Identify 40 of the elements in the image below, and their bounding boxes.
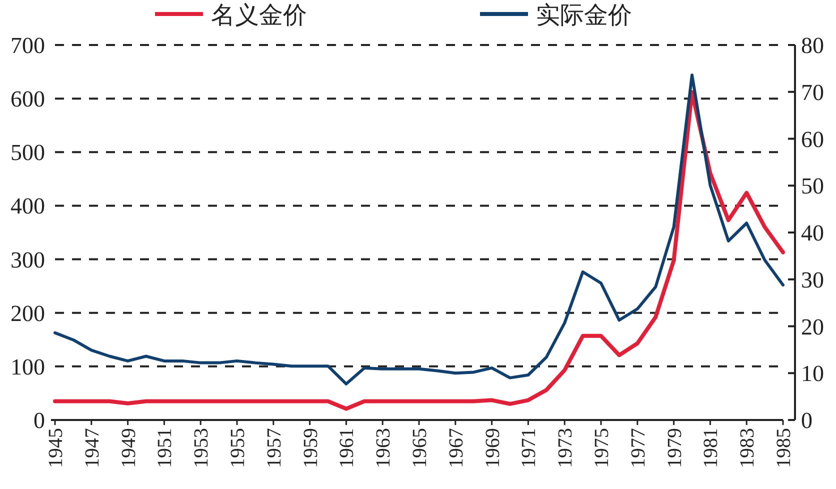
x-tick-label: 1963 <box>372 428 395 468</box>
x-tick-label: 1979 <box>664 428 686 468</box>
x-tick-label: 1947 <box>81 428 104 468</box>
x-tick-label: 1969 <box>482 428 504 468</box>
y2-tick-label: 30 <box>801 267 824 292</box>
x-tick-label: 1959 <box>300 428 322 468</box>
x-tick-label: 1983 <box>736 428 759 468</box>
y-tick-label: 0 <box>34 408 45 433</box>
x-tick-label: 1985 <box>773 428 795 468</box>
y-tick-label: 100 <box>10 354 45 380</box>
y-tick-label: 500 <box>10 140 45 166</box>
x-tick-label: 1975 <box>591 428 613 468</box>
x-tick-label: 1965 <box>409 428 431 468</box>
x-tick-label: 1973 <box>554 428 577 468</box>
y-tick-label: 400 <box>10 194 45 219</box>
x-tick-label: 1977 <box>627 428 650 468</box>
x-tick-label: 1951 <box>154 428 176 468</box>
x-tick-label: 1961 <box>336 428 358 468</box>
y2-tick-label: 50 <box>801 174 824 199</box>
x-tick-label: 1971 <box>518 428 540 468</box>
x-tick-label: 1945 <box>45 428 67 468</box>
y2-tick-label: 20 <box>801 314 824 340</box>
x-tick-label: 1949 <box>118 428 140 468</box>
x-tick-label: 1955 <box>227 428 249 468</box>
y-tick-label: 200 <box>10 300 45 326</box>
y2-tick-label: 0 <box>801 408 812 433</box>
y-tick-label: 600 <box>10 86 45 112</box>
y2-tick-label: 70 <box>801 80 824 105</box>
y2-tick-label: 10 <box>801 361 824 386</box>
y2-tick-label: 40 <box>801 220 824 246</box>
y-tick-label: 300 <box>10 247 45 272</box>
x-tick-label: 1967 <box>445 428 468 468</box>
x-tick-label: 1957 <box>263 428 286 468</box>
x-tick-label: 1953 <box>190 428 213 468</box>
y2-tick-label: 60 <box>801 126 824 152</box>
legend-label: 实际金价 <box>536 1 632 29</box>
legend-label: 名义金价 <box>211 1 307 29</box>
x-tick-label: 1981 <box>700 428 722 468</box>
y-tick-label: 700 <box>10 33 45 58</box>
y2-tick-label: 80 <box>801 33 824 58</box>
